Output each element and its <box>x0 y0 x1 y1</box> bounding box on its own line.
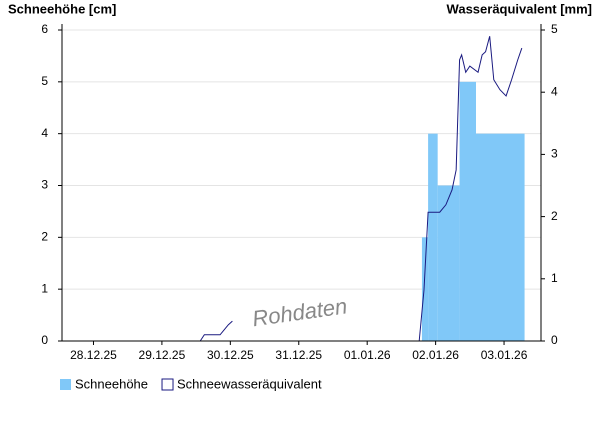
y2-tick-label: 3 <box>551 147 558 161</box>
bar <box>428 133 438 341</box>
legend-swatch <box>60 379 71 390</box>
watermark: Rohdaten <box>251 293 349 331</box>
y-tick-label: 3 <box>41 178 48 192</box>
legend-label: Schneewasseräquivalent <box>177 376 322 391</box>
line <box>199 36 523 342</box>
y-tick-label: 5 <box>41 74 48 88</box>
y2-tick-label: 4 <box>551 84 558 98</box>
legend-label: Schneehöhe <box>75 376 148 391</box>
legend-swatch <box>161 378 174 391</box>
axes <box>61 24 542 342</box>
bar <box>437 185 460 341</box>
y-tick-label: 0 <box>41 333 48 347</box>
y2-tick-label: 2 <box>551 209 558 223</box>
y-axis-title: Schneehöhe [cm] <box>8 1 116 16</box>
y2-tick-label: 0 <box>551 333 558 347</box>
x-tick-label: 02.01.26 <box>412 348 459 362</box>
bar <box>421 237 429 341</box>
y-tick-label: 6 <box>41 22 48 36</box>
y-tick-label: 1 <box>41 281 48 295</box>
y2-axis-title: Wasseräquivalent [mm] <box>447 1 592 16</box>
y2-tick-label: 1 <box>551 271 558 285</box>
bar <box>459 81 476 341</box>
x-tick-label: 01.01.26 <box>344 348 391 362</box>
y2-tick-label: 5 <box>551 22 558 36</box>
bar <box>475 133 525 341</box>
y-tick-label: 2 <box>41 230 48 244</box>
y-tick-label: 4 <box>41 126 48 140</box>
x-tick-label: 29.12.25 <box>139 348 186 362</box>
x-tick-label: 28.12.25 <box>70 348 117 362</box>
x-tick-label: 30.12.25 <box>207 348 254 362</box>
x-tick-label: 31.12.25 <box>275 348 322 362</box>
x-tick-label: 03.01.26 <box>481 348 528 362</box>
